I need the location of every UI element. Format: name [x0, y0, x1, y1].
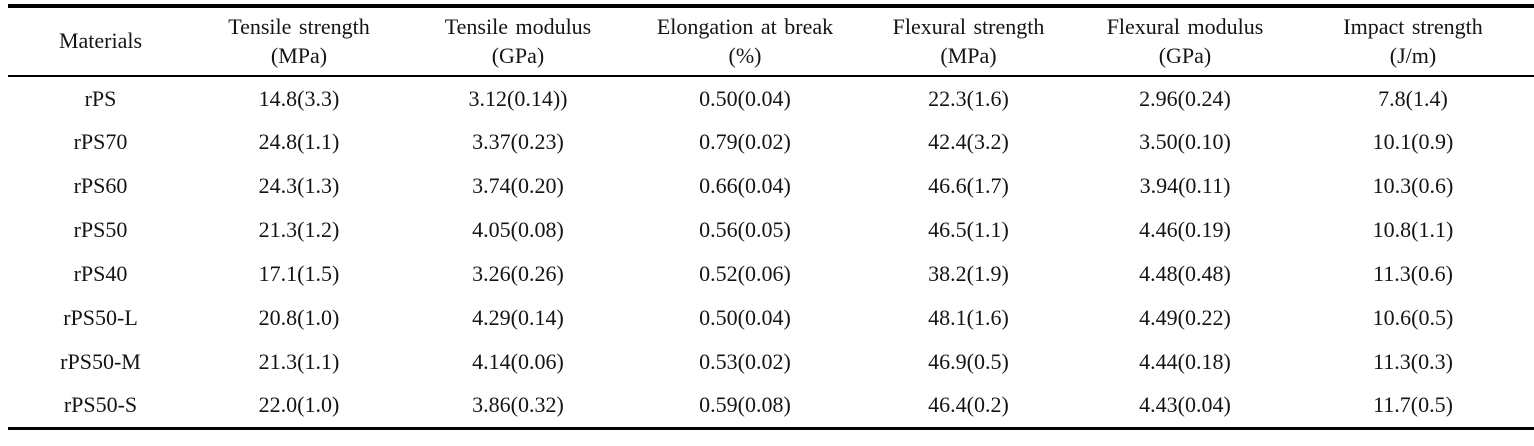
column-header-unit: (J/m) [1389, 42, 1437, 68]
value-cell: 21.3(1.2) [258, 217, 340, 242]
column-header-label: Elongation at break [656, 13, 834, 39]
table-row-rps50-s: rPS50-S 22.0(1.0) 3.86(0.32) 0.59(0.08) … [8, 384, 1534, 428]
value-cell: 4.48(0.48) [1139, 261, 1231, 286]
material-cell: rPS50-S [63, 392, 138, 418]
value-cell: 3.26(0.26) [472, 261, 564, 286]
table-row-rps50-m: rPS50-M 21.3(1.1) 4.14(0.06) 0.53(0.02) … [8, 340, 1534, 384]
column-header-unit: (GPa) [491, 42, 545, 68]
value-cell: 10.1(0.9) [1372, 129, 1454, 154]
value-cell: 22.0(1.0) [258, 392, 340, 418]
material-cell: rPS40 [73, 261, 128, 286]
value-cell: 48.1(1.6) [928, 305, 1009, 330]
value-cell: 0.50(0.04) [699, 305, 791, 330]
column-header-unit: (MPa) [270, 42, 328, 68]
value-cell: 0.50(0.04) [699, 85, 791, 111]
value-cell: 2.96(0.24) [1139, 85, 1231, 111]
value-cell: 3.94(0.11) [1139, 173, 1231, 198]
material-cell: rPS50-M [60, 349, 141, 374]
value-cell: 38.2(1.9) [928, 261, 1009, 286]
column-header-unit: (MPa) [940, 42, 997, 68]
value-cell: 7.8(1.4) [1378, 85, 1448, 111]
value-cell: 17.1(1.5) [258, 261, 340, 286]
column-header-elongation: Elongation at break (%) [631, 6, 859, 76]
column-header-label: Tensile strength [228, 13, 370, 39]
column-header-tensile-modulus: Tensile modulus (GPa) [405, 6, 631, 76]
value-cell: 0.56(0.05) [699, 217, 791, 242]
value-cell: 10.8(1.1) [1372, 217, 1454, 242]
column-header-flexural-strength: Flexural strength (MPa) [859, 6, 1078, 76]
value-cell: 14.8(3.3) [258, 85, 340, 111]
material-cell: rPS [84, 85, 117, 111]
table-row-rps50: rPS50 21.3(1.2) 4.05(0.08) 0.56(0.05) 46… [8, 208, 1534, 252]
column-header-flexural-modulus: Flexural modulus (GPa) [1078, 6, 1292, 76]
mechanical-properties-table: Materials Tensile strength (MPa) Tensile… [8, 4, 1534, 430]
value-cell: 4.49(0.22) [1139, 305, 1231, 330]
material-cell: rPS70 [73, 129, 128, 154]
value-cell: 46.4(0.2) [928, 392, 1009, 418]
value-cell: 4.29(0.14) [472, 305, 564, 330]
column-header-impact-strength: Impact strength (J/m) [1292, 6, 1534, 76]
value-cell: 46.5(1.1) [928, 217, 1009, 242]
value-cell: 4.05(0.08) [472, 217, 564, 242]
value-cell: 46.9(0.5) [928, 349, 1009, 374]
table-row-rps40: rPS40 17.1(1.5) 3.26(0.26) 0.52(0.06) 38… [8, 252, 1534, 296]
table-container: Materials Tensile strength (MPa) Tensile… [8, 4, 1534, 430]
value-cell: 0.53(0.02) [699, 349, 791, 374]
column-header-unit: (GPa) [1158, 42, 1212, 68]
value-cell: 11.3(0.3) [1373, 349, 1453, 374]
value-cell: 4.14(0.06) [472, 349, 564, 374]
value-cell: 0.66(0.04) [699, 173, 791, 198]
value-cell: 42.4(3.2) [928, 129, 1009, 154]
value-cell: 3.12(0.14)) [468, 85, 568, 111]
value-cell: 24.8(1.1) [258, 129, 340, 154]
table-row-rps60: rPS60 24.3(1.3) 3.74(0.20) 0.66(0.04) 46… [8, 164, 1534, 208]
value-cell: 0.52(0.06) [699, 261, 791, 286]
value-cell: 0.59(0.08) [699, 392, 791, 418]
value-cell: 46.6(1.7) [928, 173, 1009, 198]
value-cell: 24.3(1.3) [258, 173, 340, 198]
value-cell: 21.3(1.1) [258, 349, 340, 374]
value-cell: 10.3(0.6) [1372, 173, 1454, 198]
column-header-label: Flexural strength [892, 13, 1045, 39]
value-cell: 3.50(0.10) [1139, 129, 1231, 154]
value-cell: 3.86(0.32) [472, 392, 564, 418]
column-header-label: Impact strength [1343, 13, 1483, 39]
value-cell: 10.6(0.5) [1372, 305, 1454, 330]
value-cell: 4.43(0.04) [1139, 392, 1231, 418]
value-cell: 11.3(0.6) [1373, 261, 1453, 286]
value-cell: 3.74(0.20) [472, 173, 564, 198]
value-cell: 4.44(0.18) [1139, 349, 1231, 374]
column-header-tensile-strength: Tensile strength (MPa) [193, 6, 405, 76]
table-row-rps70: rPS70 24.8(1.1) 3.37(0.23) 0.79(0.02) 42… [8, 120, 1534, 164]
value-cell: 4.46(0.19) [1139, 217, 1231, 242]
column-header-label: Flexural modulus [1106, 13, 1264, 39]
column-header-label: Materials [58, 28, 143, 54]
table-row-rps50-l: rPS50-L 20.8(1.0) 4.29(0.14) 0.50(0.04) … [8, 296, 1534, 340]
value-cell: 20.8(1.0) [258, 305, 340, 330]
column-header-label: Tensile modulus [444, 13, 592, 39]
material-cell: rPS60 [73, 173, 128, 198]
column-header-unit: (%) [728, 42, 762, 68]
value-cell: 11.7(0.5) [1373, 392, 1453, 418]
table-row-rps: rPS 14.8(3.3) 3.12(0.14)) 0.50(0.04) 22.… [8, 76, 1534, 120]
value-cell: 0.79(0.02) [699, 129, 791, 154]
material-cell: rPS50 [73, 217, 128, 242]
material-cell: rPS50-L [63, 305, 138, 330]
header-row: Materials Tensile strength (MPa) Tensile… [8, 6, 1534, 76]
value-cell: 22.3(1.6) [928, 85, 1009, 111]
value-cell: 3.37(0.23) [472, 129, 564, 154]
column-header-materials: Materials [8, 6, 193, 76]
